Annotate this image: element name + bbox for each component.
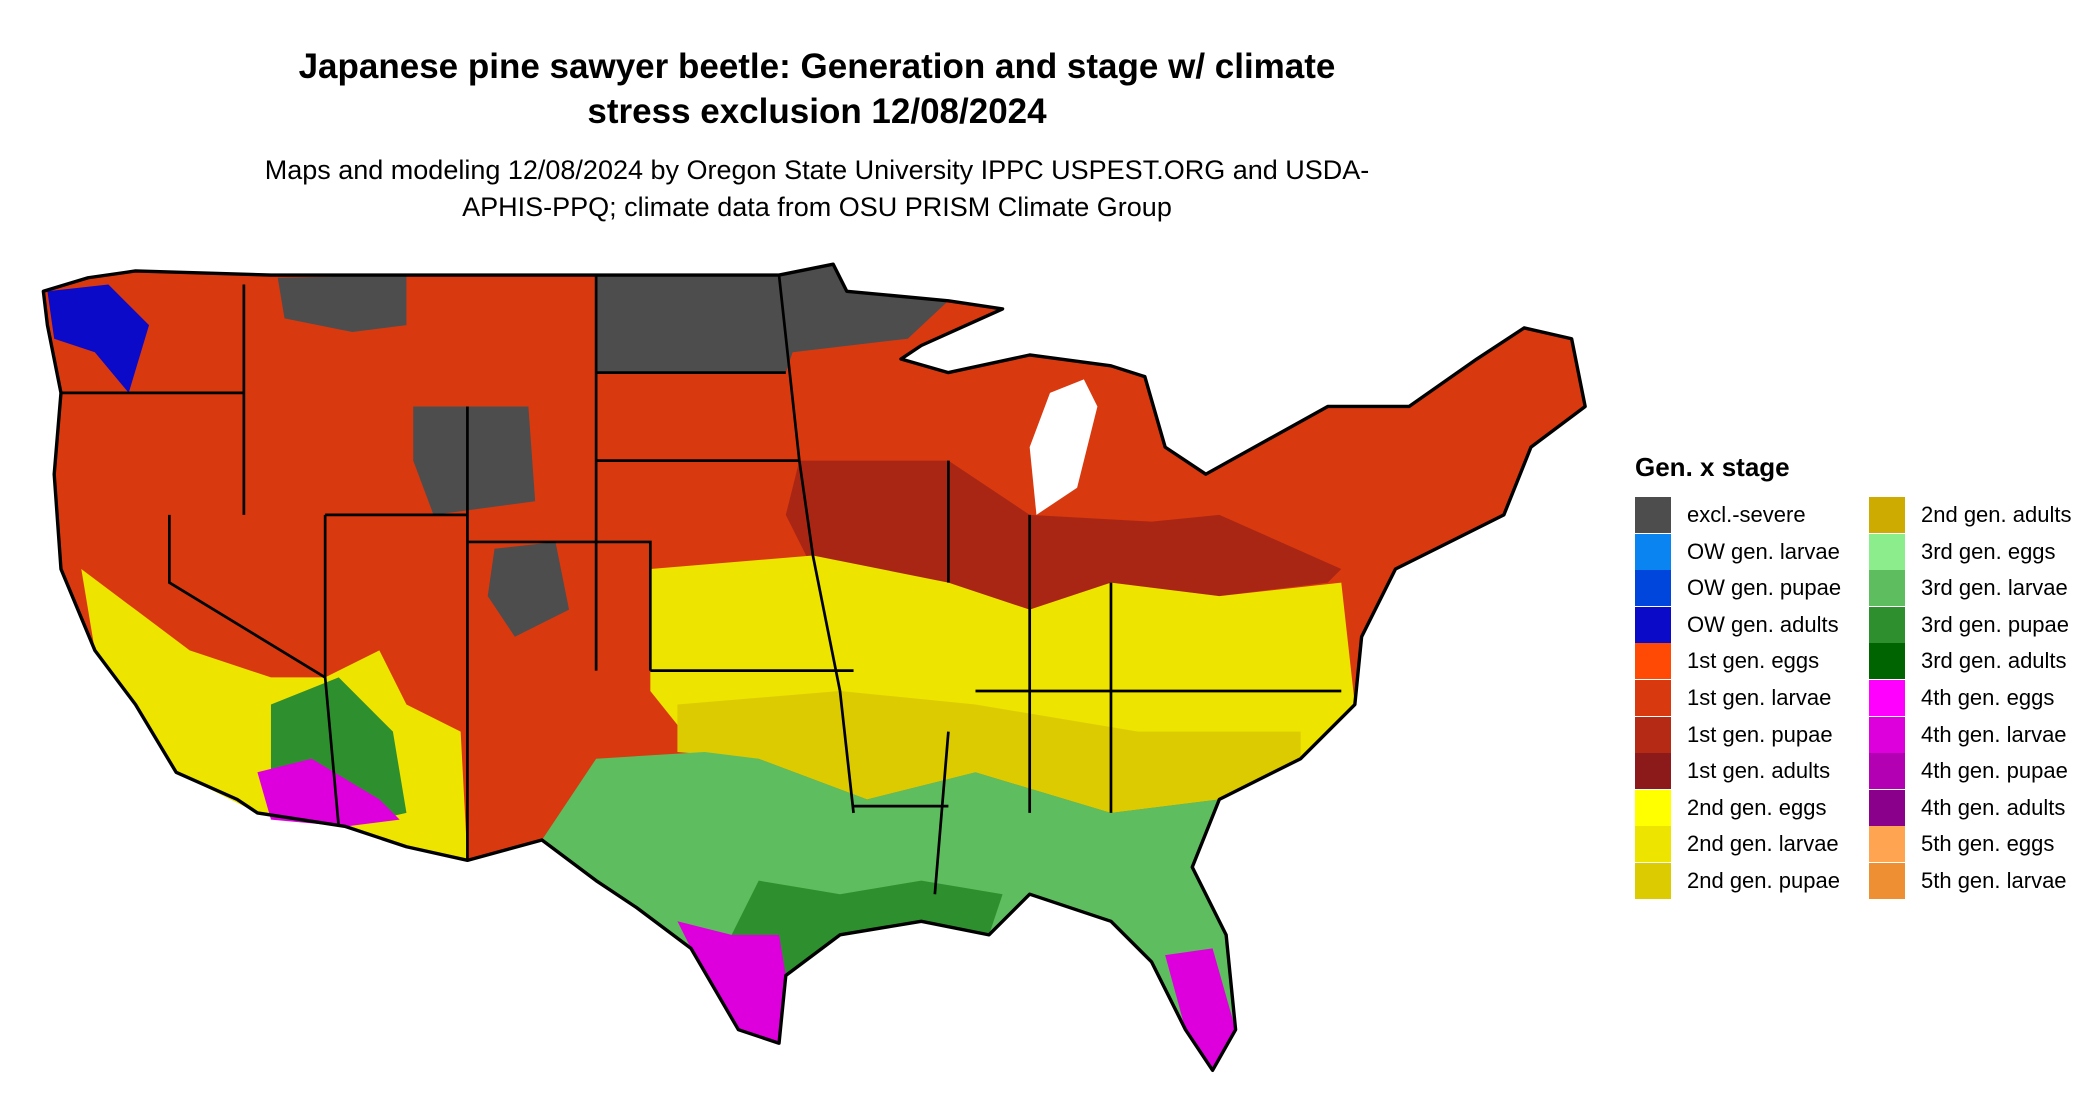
zone-3rd-pupae xyxy=(731,880,1003,976)
legend-label: 2nd gen. pupae xyxy=(1687,868,1840,893)
legend-label: 2nd gen. adults xyxy=(1921,502,2072,527)
legend-swatch xyxy=(1635,826,1671,863)
legend-swatch xyxy=(1869,753,1905,790)
legend-item: 2nd gen. adults xyxy=(1869,497,2071,533)
zone-2nd-pupae xyxy=(677,690,1301,813)
legend-swatch xyxy=(1869,826,1905,863)
legend-swatch xyxy=(1869,863,1905,899)
legend-item: 1st gen. pupae xyxy=(1635,716,1833,753)
legend-swatch xyxy=(1635,680,1671,716)
zone-1st-adults xyxy=(785,460,1342,610)
legend-item: 4th gen. adults xyxy=(1869,789,2066,826)
state-borders xyxy=(60,274,1342,895)
legend-label: 4th gen. larvae xyxy=(1921,721,2067,747)
legend-item: 2nd gen. pupae xyxy=(1635,863,1840,899)
zone-excluded xyxy=(596,264,949,373)
legend-item: 1st gen. adults xyxy=(1635,753,1831,790)
legend-label: 3rd gen. pupae xyxy=(1921,611,2070,637)
legend-swatch xyxy=(1635,789,1671,826)
lake-michigan xyxy=(1029,379,1098,515)
legend-item: 1st gen. larvae xyxy=(1635,680,1831,716)
legend-item: 1st gen. eggs xyxy=(1635,643,1820,680)
legend-swatch xyxy=(1869,606,1905,643)
legend-swatch xyxy=(1635,643,1671,680)
legend-swatch xyxy=(1635,753,1671,790)
us-outline xyxy=(41,262,1587,1073)
legend-title: Gen. x stage xyxy=(1635,452,1790,482)
zone-excluded xyxy=(413,406,536,515)
zone-excluded xyxy=(277,275,407,332)
zone-ow xyxy=(47,284,150,393)
legend-item: 4th gen. eggs xyxy=(1869,680,2054,716)
legend-label: 4th gen. adults xyxy=(1921,794,2066,820)
legend-item: OW gen. adults xyxy=(1635,606,1839,643)
legend-swatch xyxy=(1869,497,1905,533)
zone-4th xyxy=(677,921,786,1044)
legend-swatch xyxy=(1635,863,1671,899)
legend-item: 5th gen. eggs xyxy=(1869,826,2055,863)
zone-excluded xyxy=(487,541,570,637)
legend-swatch xyxy=(1635,570,1671,607)
legend-swatch xyxy=(1635,533,1671,570)
legend-item: 2nd gen. larvae xyxy=(1635,826,1839,863)
legend-swatch xyxy=(1869,716,1905,753)
legend-label: 1st gen. pupae xyxy=(1687,721,1833,747)
legend-label: 3rd gen. eggs xyxy=(1921,538,2056,564)
legend-label: OW gen. adults xyxy=(1687,611,1839,637)
legend-label: excl.-severe xyxy=(1687,502,1806,527)
legend-label: 1st gen. eggs xyxy=(1687,648,1820,674)
legend-label: 3rd gen. adults xyxy=(1921,648,2067,674)
legend-label: 5th gen. larvae xyxy=(1921,868,2067,893)
legend-item: 2nd gen. eggs xyxy=(1635,789,1827,826)
legend-item: 3rd gen. pupae xyxy=(1869,606,2070,643)
legend-swatch xyxy=(1869,680,1905,716)
legend-swatch xyxy=(1635,497,1671,533)
legend-item: 3rd gen. adults xyxy=(1869,643,2067,680)
legend-label: OW gen. larvae xyxy=(1687,538,1840,564)
legend-swatch xyxy=(1869,570,1905,607)
legend-label: OW gen. pupae xyxy=(1687,575,1842,601)
legend-item: 5th gen. larvae xyxy=(1869,863,2067,899)
zone-4th xyxy=(1165,948,1236,1071)
legend-label: 4th gen. pupae xyxy=(1921,758,2068,784)
legend-label: 4th gen. eggs xyxy=(1921,685,2055,710)
legend-swatch xyxy=(1869,643,1905,680)
legend-item: OW gen. pupae xyxy=(1635,570,1842,607)
legend-label: 2nd gen. larvae xyxy=(1687,831,1839,857)
legend-label: 3rd gen. larvae xyxy=(1921,575,2068,601)
legend-swatch xyxy=(1869,533,1905,570)
legend-item: 3rd gen. larvae xyxy=(1869,570,2068,607)
zone-4th xyxy=(257,758,400,827)
legend-swatch xyxy=(1869,789,1905,826)
legend-label: 1st gen. larvae xyxy=(1687,685,1832,710)
legend-label: 5th gen. eggs xyxy=(1921,831,2055,857)
title: Japanese pine sawyer beetle: Generation … xyxy=(298,47,1336,131)
legend-item: excl.-severe xyxy=(1635,497,1806,533)
legend-item: 4th gen. larvae xyxy=(1869,716,2067,753)
legend-label: 2nd gen. eggs xyxy=(1687,794,1827,820)
legend-swatch xyxy=(1635,716,1671,753)
legend-swatch xyxy=(1635,606,1671,643)
legend-item: OW gen. larvae xyxy=(1635,533,1840,570)
legend-item: 4th gen. pupae xyxy=(1869,753,2068,790)
legend-label: 1st gen. adults xyxy=(1687,758,1831,784)
legend-item: 3rd gen. eggs xyxy=(1869,533,2056,570)
subtitle: Maps and modeling 12/08/2024 by Oregon S… xyxy=(264,155,1370,222)
